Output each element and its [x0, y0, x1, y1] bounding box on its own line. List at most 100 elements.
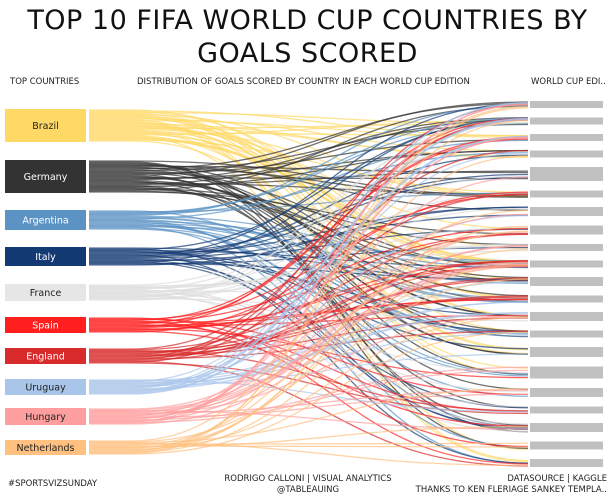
header-world-cup-edition: WORLD CUP EDI..	[531, 77, 606, 87]
edition-node[interactable]	[530, 150, 603, 158]
flow-link-spain	[89, 330, 529, 427]
flow-link-england	[89, 277, 529, 358]
flow-link-france	[89, 138, 529, 299]
node-bar	[5, 408, 86, 425]
node-label: Brazil	[32, 121, 59, 132]
node-uruguay[interactable]: Uruguay	[5, 379, 86, 395]
flow-link-france	[89, 192, 529, 300]
flow-link-hungary	[89, 263, 529, 425]
footer-source: DATASOURCE | KAGGLE	[507, 474, 607, 484]
edition-node[interactable]	[530, 423, 603, 432]
flow-link-germany	[89, 101, 529, 176]
edition-node[interactable]	[530, 347, 603, 357]
node-bar	[5, 160, 86, 193]
flow-link-france	[89, 118, 529, 298]
flow-link-netherlands	[89, 209, 529, 446]
edition-node[interactable]	[530, 207, 603, 216]
header-top-countries: TOP COUNTRIES	[10, 77, 80, 87]
flow-link-italy	[89, 259, 529, 409]
flow-link-spain	[89, 117, 529, 328]
node-label: Italy	[35, 252, 56, 263]
node-italy[interactable]: Italy	[5, 247, 86, 266]
flow-link-france	[89, 291, 529, 374]
flow-link-england	[89, 118, 529, 361]
flow-link-spain	[89, 227, 529, 323]
chart-title: TOP 10 FIFA WORLD CUP COUNTRIES BY GOALS…	[27, 5, 588, 69]
flow-link-germany	[89, 102, 529, 170]
flow-link-netherlands	[89, 264, 529, 443]
node-bar	[5, 348, 86, 364]
node-argentina[interactable]: Argentina	[5, 210, 86, 230]
footer-thanks: THANKS TO KEN FLERIAGE SANKEY TEMPLA..	[415, 485, 607, 495]
flow-link-uruguay	[89, 117, 529, 393]
edition-node[interactable]	[530, 244, 603, 251]
flow-link-germany	[89, 182, 529, 195]
flow-link-netherlands	[89, 105, 529, 442]
flow-link-italy	[89, 117, 529, 264]
footer-hashtag: #SPORTSVIZSUNDAY	[8, 479, 98, 489]
flow-link-hungary	[89, 366, 529, 421]
node-bar	[5, 284, 86, 301]
edition-node[interactable]	[530, 312, 603, 321]
edition-node[interactable]	[530, 134, 603, 141]
footer-author: RODRIGO CALLONI | VISUAL ANALYTICS	[224, 474, 392, 484]
flow-link-argentina	[89, 104, 529, 216]
node-hungary[interactable]: Hungary	[5, 408, 86, 425]
node-netherlands[interactable]: Netherlands	[5, 440, 86, 455]
flow-link-hungary	[89, 369, 529, 423]
edition-node[interactable]	[530, 406, 603, 414]
node-bar	[5, 317, 86, 333]
node-bar	[5, 379, 86, 395]
edition-node[interactable]	[530, 225, 603, 235]
flow-link-spain	[89, 136, 529, 325]
footer-handle: @TABLEAUING	[276, 485, 340, 495]
flow-link-brazil	[89, 140, 529, 369]
flow-link-hungary	[89, 136, 529, 420]
edition-node[interactable]	[530, 388, 603, 397]
edition-node[interactable]	[530, 330, 603, 338]
flow-link-brazil	[89, 127, 529, 230]
edition-node[interactable]	[530, 366, 603, 379]
flow-link-brazil	[89, 126, 529, 157]
flow-link-netherlands	[89, 230, 529, 451]
flow-link-netherlands	[89, 155, 529, 449]
flow-link-italy	[89, 254, 529, 464]
node-germany[interactable]: Germany	[5, 160, 86, 193]
flow-link-france	[89, 243, 529, 289]
node-spain[interactable]: Spain	[5, 317, 86, 333]
node-bar	[5, 210, 86, 230]
edition-node[interactable]	[530, 167, 603, 181]
node-brazil[interactable]: Brazil	[5, 109, 86, 142]
flow-link-hungary	[89, 103, 529, 424]
node-label: Netherlands	[17, 443, 75, 454]
flow-link-argentina	[89, 117, 529, 215]
header-distribution: DISTRIBUTION OF GOALS SCORED BY COUNTRY …	[137, 77, 470, 87]
flow-link-brazil	[89, 123, 529, 130]
edition-node[interactable]	[530, 295, 603, 303]
node-france[interactable]: France	[5, 284, 86, 301]
node-label: Argentina	[22, 216, 68, 227]
node-label: Uruguay	[25, 383, 66, 394]
edition-node[interactable]	[530, 277, 603, 286]
node-bar	[5, 440, 86, 455]
edition-node[interactable]	[530, 441, 603, 450]
node-bar	[5, 247, 86, 266]
flow-link-netherlands	[89, 225, 529, 453]
node-label: France	[30, 288, 62, 299]
flow-link-france	[89, 122, 529, 286]
node-england[interactable]: England	[5, 348, 86, 364]
flow-link-uruguay	[89, 102, 529, 388]
edition-node[interactable]	[530, 459, 603, 467]
edition-node[interactable]	[530, 190, 603, 198]
flow-link-netherlands	[89, 278, 529, 454]
flow-link-italy	[89, 206, 529, 255]
node-label: Spain	[32, 321, 59, 332]
flow-link-spain	[89, 191, 529, 333]
edition-node[interactable]	[530, 117, 603, 125]
edition-node[interactable]	[530, 101, 603, 108]
flow-link-netherlands	[89, 107, 529, 454]
flow-link-hungary	[89, 213, 529, 410]
edition-node[interactable]	[530, 260, 603, 268]
